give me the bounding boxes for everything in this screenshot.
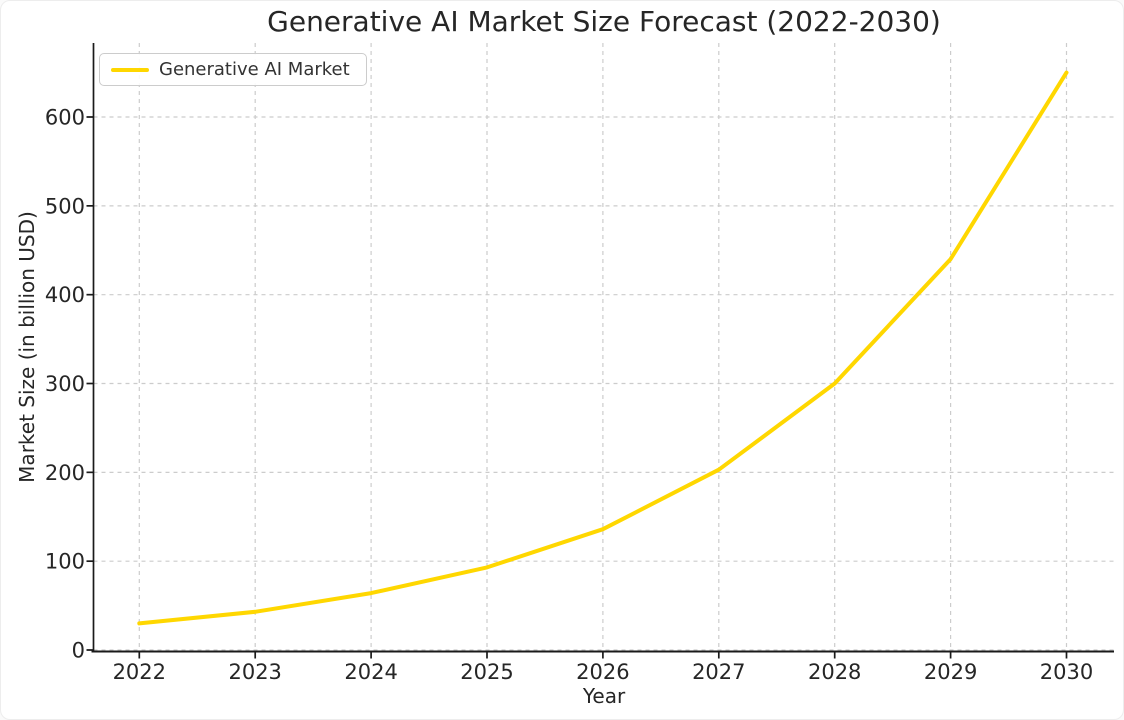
y-tick-label: 300 bbox=[45, 372, 85, 396]
legend: Generative AI Market bbox=[99, 53, 367, 86]
y-tick-label: 400 bbox=[45, 283, 85, 307]
y-axis-label: Market Size (in billion USD) bbox=[15, 211, 39, 483]
x-tick-label: 2022 bbox=[113, 660, 166, 684]
x-tick-label: 2029 bbox=[924, 660, 977, 684]
legend-label: Generative AI Market bbox=[159, 59, 350, 80]
y-tick-label: 200 bbox=[45, 461, 85, 485]
x-tick-label: 2030 bbox=[1040, 660, 1093, 684]
x-tick-label: 2025 bbox=[460, 660, 513, 684]
x-tick-label: 2024 bbox=[344, 660, 397, 684]
legend-line-swatch bbox=[111, 67, 149, 72]
x-tick-label: 2027 bbox=[692, 660, 745, 684]
y-tick-label: 100 bbox=[45, 550, 85, 574]
x-axis-label: Year bbox=[582, 684, 626, 708]
y-tick-label: 500 bbox=[45, 194, 85, 218]
x-tick-label: 2026 bbox=[576, 660, 629, 684]
y-tick-label: 600 bbox=[45, 106, 85, 130]
x-tick-label: 2028 bbox=[808, 660, 861, 684]
x-tick-label: 2023 bbox=[228, 660, 281, 684]
chart-title: Generative AI Market Size Forecast (2022… bbox=[267, 5, 941, 38]
series-line-generative-ai-market bbox=[137, 70, 1069, 626]
y-tick-label: 0 bbox=[72, 639, 85, 663]
